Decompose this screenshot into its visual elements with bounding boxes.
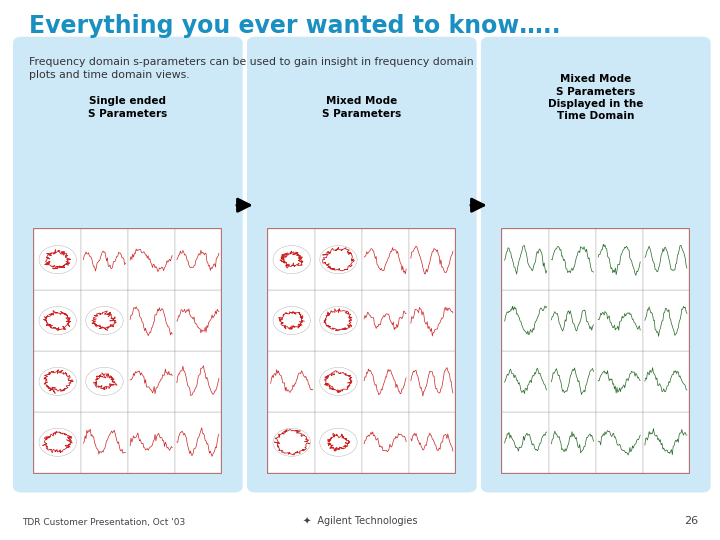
Bar (642, 351, 689, 412)
Text: Mixed Mode
S Parameters
Displayed in the
Time Domain: Mixed Mode S Parameters Displayed in the… (548, 74, 644, 122)
Bar (35, 229, 221, 472)
Text: 26: 26 (684, 516, 698, 526)
Bar (361, 412, 408, 472)
Bar (596, 290, 642, 351)
Bar (549, 290, 596, 351)
Text: Single ended
S Parameters: Single ended S Parameters (88, 96, 168, 119)
Text: ✦  Agilent Technologies: ✦ Agilent Technologies (302, 516, 418, 526)
Bar (642, 229, 689, 290)
Bar (35, 229, 81, 290)
Text: Everything you ever wanted to know…..: Everything you ever wanted to know….. (29, 14, 560, 37)
Bar (35, 351, 81, 412)
Bar (81, 351, 128, 412)
Bar (81, 412, 128, 472)
Bar (408, 290, 455, 351)
FancyBboxPatch shape (481, 37, 711, 492)
Bar (128, 412, 174, 472)
Bar (315, 351, 361, 412)
Bar (269, 412, 315, 472)
Bar (128, 229, 174, 290)
Bar (596, 351, 642, 412)
Bar (174, 290, 221, 351)
Bar (361, 290, 408, 351)
Text: Mixed Mode
S Parameters: Mixed Mode S Parameters (322, 96, 402, 119)
Bar (128, 351, 174, 412)
Bar (408, 351, 455, 412)
Bar (174, 351, 221, 412)
FancyBboxPatch shape (247, 37, 477, 492)
Bar (361, 351, 408, 412)
Text: TDR Customer Presentation, Oct '03: TDR Customer Presentation, Oct '03 (22, 517, 185, 526)
Bar (269, 229, 315, 290)
Bar (408, 229, 455, 290)
Bar (174, 229, 221, 290)
Bar (596, 229, 642, 290)
Bar (35, 290, 81, 351)
Bar (503, 229, 549, 290)
Bar (596, 412, 642, 472)
Bar (549, 412, 596, 472)
FancyBboxPatch shape (13, 37, 243, 492)
Bar (35, 412, 81, 472)
Bar (503, 412, 549, 472)
Bar (315, 290, 361, 351)
Bar (81, 290, 128, 351)
Bar (503, 290, 549, 351)
Bar (549, 351, 596, 412)
Bar (174, 412, 221, 472)
Bar (269, 290, 315, 351)
Bar (642, 412, 689, 472)
Bar (128, 290, 174, 351)
Text: Frequency domain s-parameters can be used to gain insight in frequency domain
pl: Frequency domain s-parameters can be use… (29, 57, 474, 80)
Bar (315, 412, 361, 472)
Bar (408, 412, 455, 472)
Bar (361, 229, 408, 290)
Bar (503, 229, 689, 472)
Bar (503, 351, 549, 412)
Bar (642, 290, 689, 351)
Bar (549, 229, 596, 290)
Bar (269, 351, 315, 412)
Bar (269, 229, 455, 472)
Bar (81, 229, 128, 290)
Bar (315, 229, 361, 290)
